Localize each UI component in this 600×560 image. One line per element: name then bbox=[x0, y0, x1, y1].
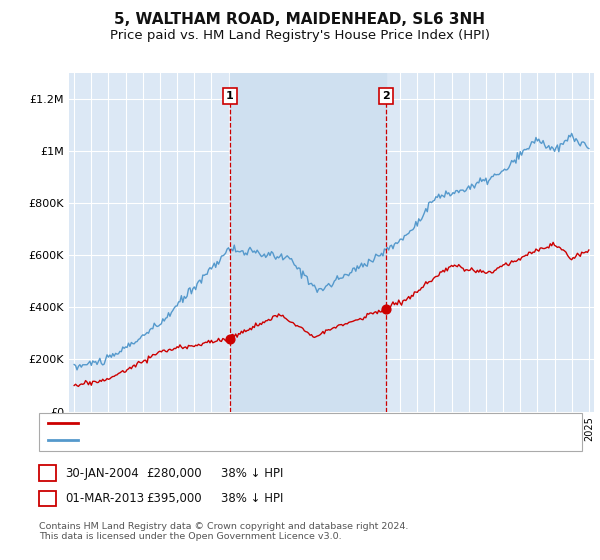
Text: £280,000: £280,000 bbox=[146, 466, 202, 480]
Text: Price paid vs. HM Land Registry's House Price Index (HPI): Price paid vs. HM Land Registry's House … bbox=[110, 29, 490, 42]
Text: 01-MAR-2013: 01-MAR-2013 bbox=[65, 492, 144, 505]
Text: 38% ↓ HPI: 38% ↓ HPI bbox=[221, 466, 283, 480]
Text: Contains HM Land Registry data © Crown copyright and database right 2024.
This d: Contains HM Land Registry data © Crown c… bbox=[39, 522, 409, 542]
Text: 30-JAN-2004: 30-JAN-2004 bbox=[65, 466, 139, 480]
Text: 5, WALTHAM ROAD, MAIDENHEAD, SL6 3NH (detached house): 5, WALTHAM ROAD, MAIDENHEAD, SL6 3NH (de… bbox=[84, 418, 405, 428]
Bar bbox=[230, 73, 386, 412]
Text: 1: 1 bbox=[226, 91, 234, 101]
Text: 5, WALTHAM ROAD, MAIDENHEAD, SL6 3NH: 5, WALTHAM ROAD, MAIDENHEAD, SL6 3NH bbox=[115, 12, 485, 27]
Text: HPI: Average price, detached house, Windsor and Maidenhead: HPI: Average price, detached house, Wind… bbox=[84, 435, 409, 445]
Point bbox=[381, 304, 391, 313]
Text: 2: 2 bbox=[382, 91, 390, 101]
Text: 2: 2 bbox=[44, 493, 51, 503]
Point bbox=[225, 334, 235, 343]
Text: 1: 1 bbox=[44, 468, 51, 478]
Text: 38% ↓ HPI: 38% ↓ HPI bbox=[221, 492, 283, 505]
Text: £395,000: £395,000 bbox=[146, 492, 202, 505]
